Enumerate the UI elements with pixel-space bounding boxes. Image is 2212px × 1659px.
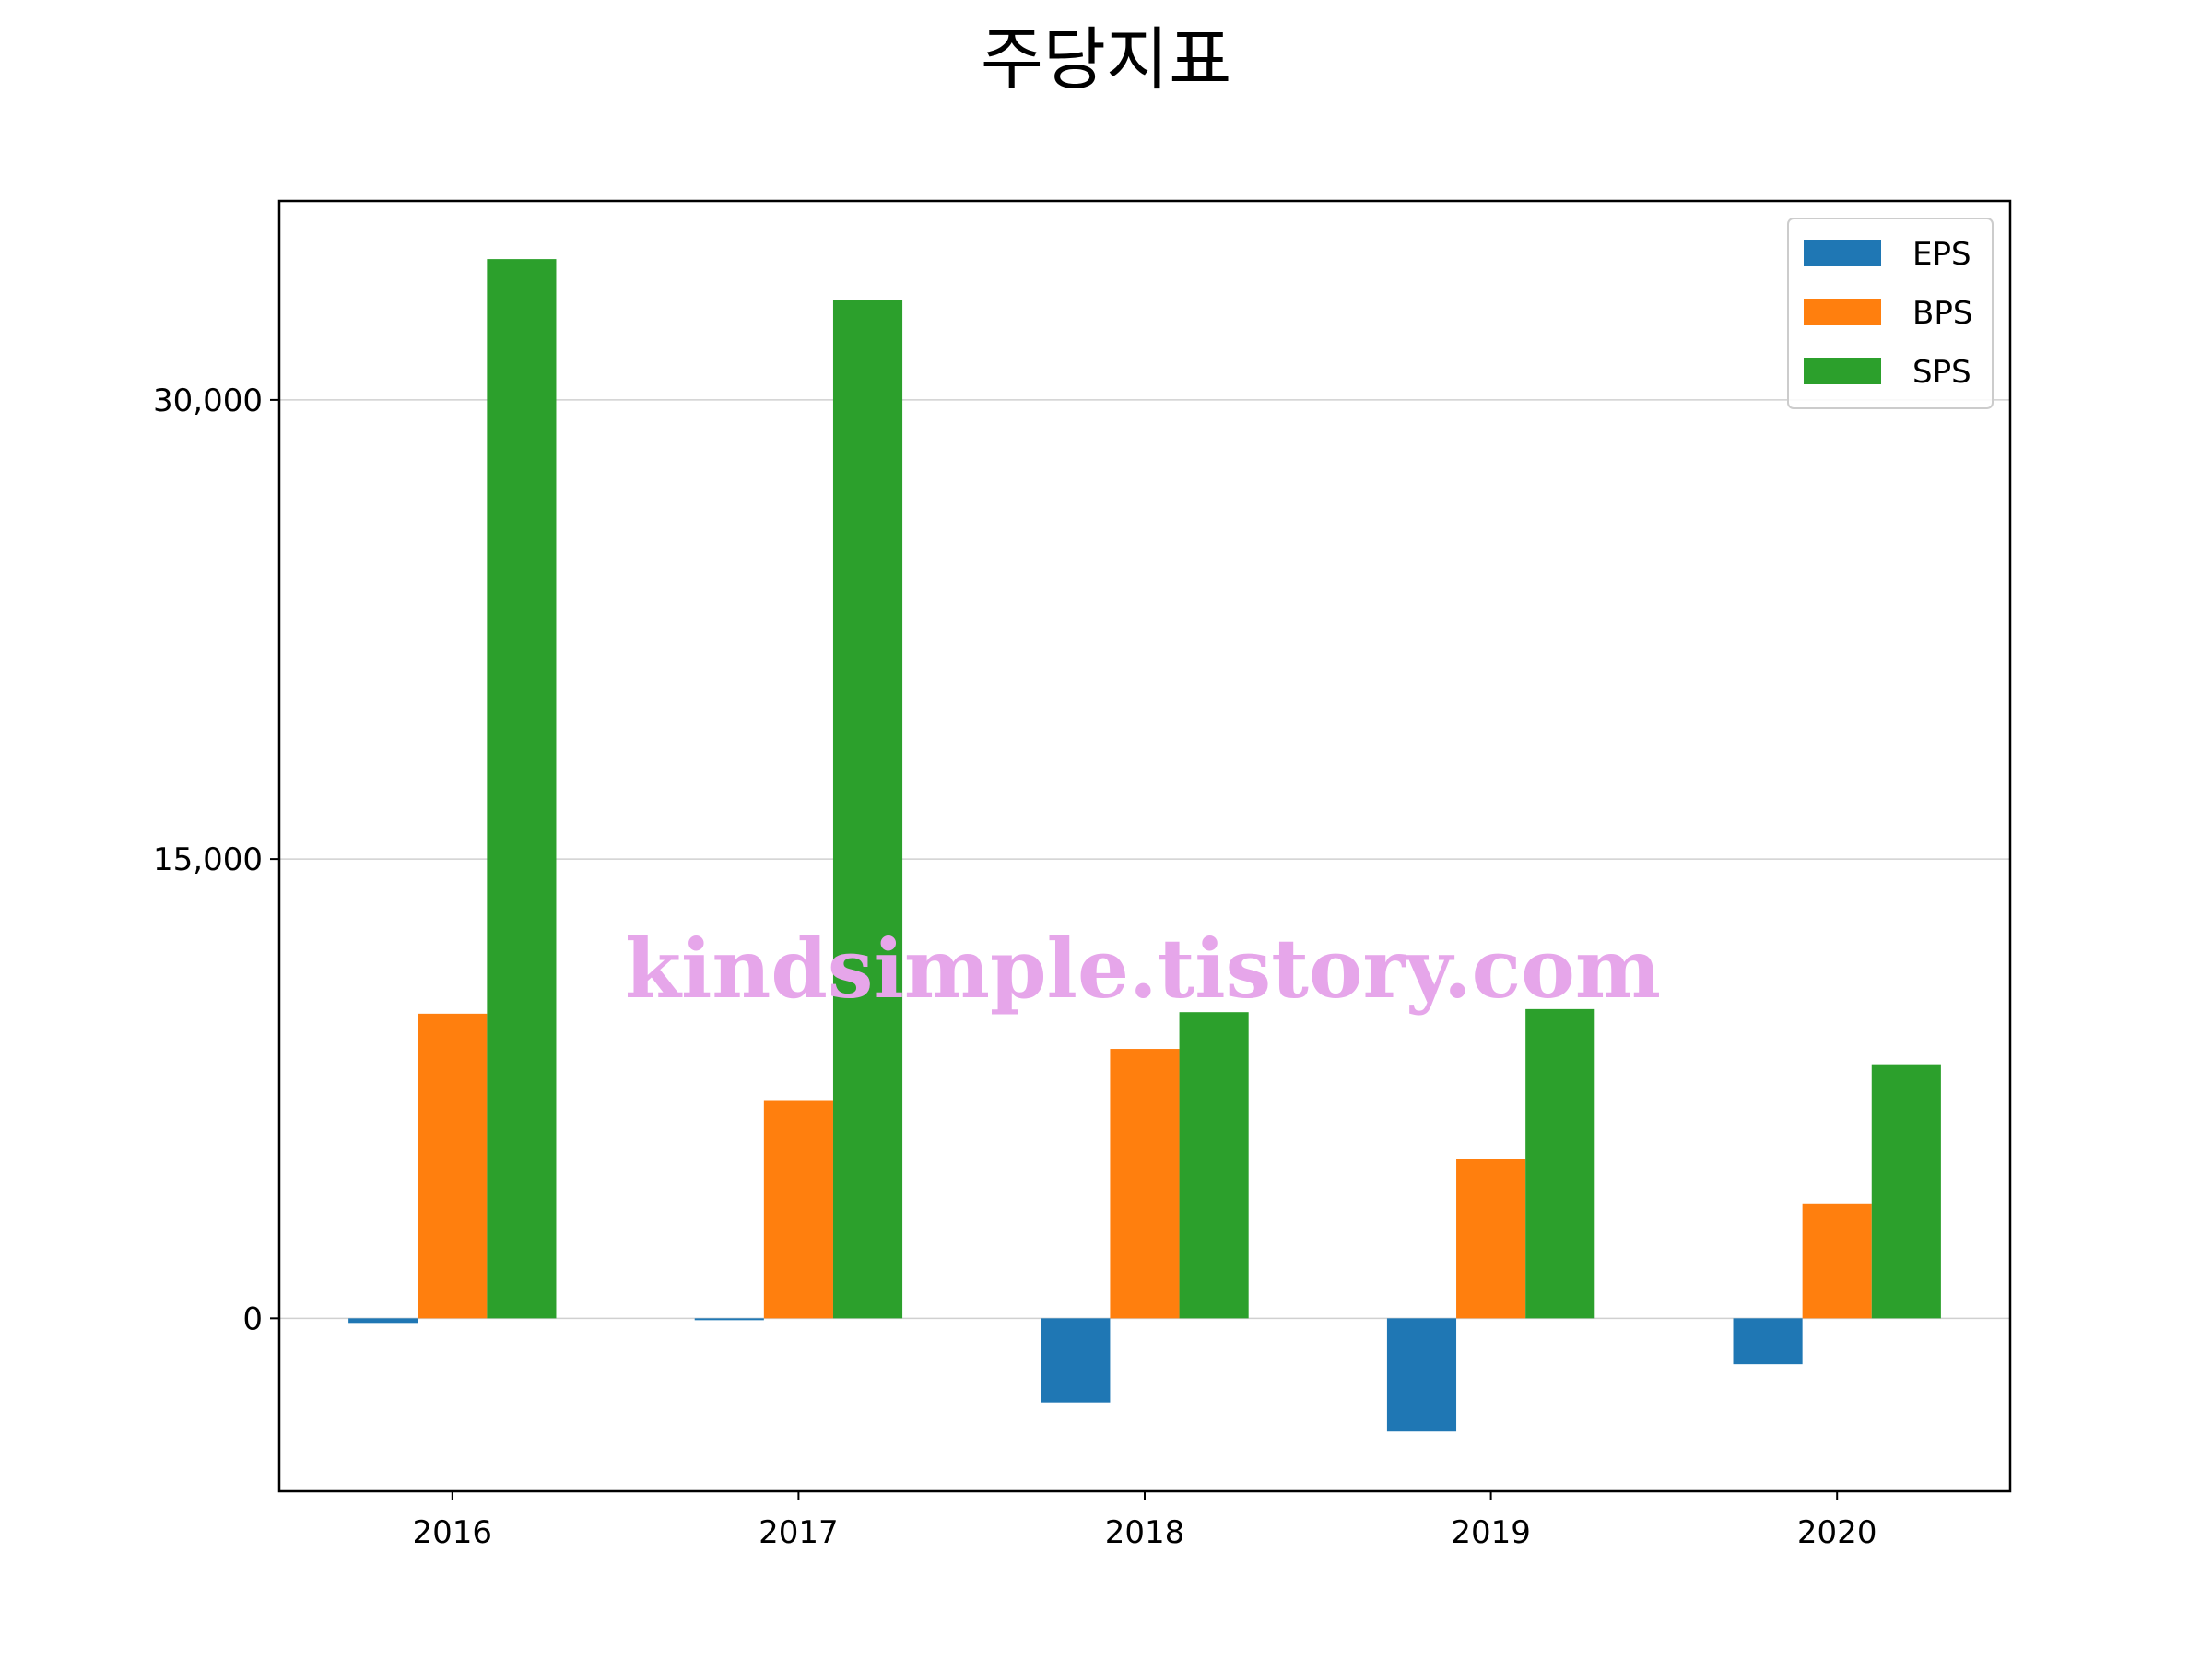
- bar-sps-2020: [1871, 1064, 1941, 1319]
- bar-bps-2016: [418, 1013, 488, 1319]
- plot-area: 0 15,000 30,000 2016 2017 2018 2019 2020: [153, 199, 2012, 1551]
- legend-swatch-sps: [1804, 358, 1881, 384]
- x-tick-label-2019: 2019: [1451, 1514, 1531, 1551]
- watermark: kindsimple.tistory.com: [625, 921, 1661, 1017]
- bar-bps-2020: [1802, 1203, 1872, 1319]
- chart-title: 주당지표: [981, 20, 1231, 100]
- y-tick-label-1: 15,000: [153, 841, 263, 878]
- legend-swatch-eps: [1804, 240, 1881, 266]
- legend-label-eps: EPS: [1912, 236, 1971, 273]
- bar-eps-2017: [694, 1318, 764, 1321]
- bar-sps-2016: [487, 259, 557, 1319]
- x-tick-label-2020: 2020: [1797, 1514, 1877, 1551]
- y-tick-label-0: 0: [242, 1300, 263, 1337]
- x-tick-label-2016: 2016: [413, 1514, 493, 1551]
- bar-sps-2018: [1179, 1012, 1249, 1319]
- legend-label-sps: SPS: [1912, 354, 1971, 391]
- bar-eps-2016: [348, 1318, 418, 1324]
- legend-swatch-bps: [1804, 299, 1881, 325]
- x-tick-label-2017: 2017: [759, 1514, 839, 1551]
- legend: EPS BPS SPS: [1787, 218, 1994, 409]
- legend-label-bps: BPS: [1912, 295, 1972, 332]
- y-tick-label-2: 30,000: [153, 382, 263, 419]
- bar-sps-2019: [1525, 1008, 1595, 1319]
- bar-bps-2017: [763, 1100, 833, 1319]
- bar-eps-2018: [1041, 1318, 1111, 1403]
- x-tick-label-2018: 2018: [1105, 1514, 1185, 1551]
- bar-sps-2017: [832, 300, 903, 1319]
- bar-bps-2019: [1456, 1159, 1526, 1319]
- bar-bps-2018: [1110, 1049, 1180, 1319]
- bar-eps-2019: [1386, 1318, 1457, 1432]
- bar-eps-2020: [1733, 1318, 1803, 1365]
